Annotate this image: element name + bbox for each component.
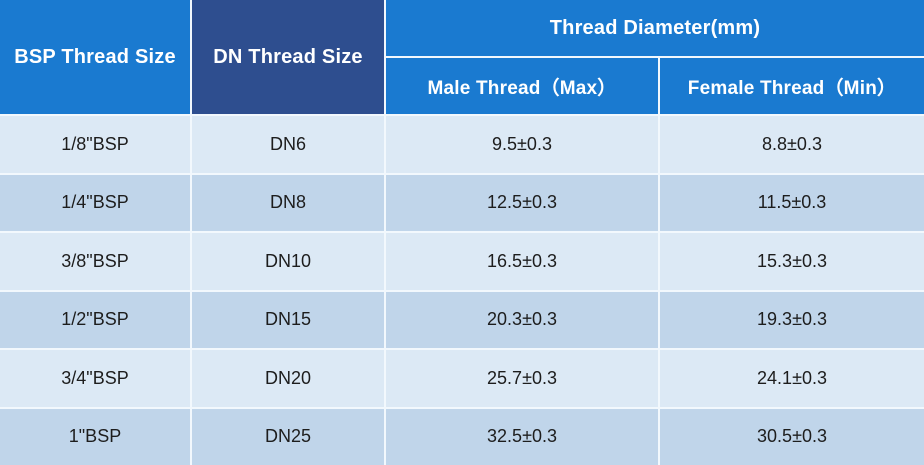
cell-female-thread: 19.3±0.3 <box>660 291 924 348</box>
cell-dn-size: DN15 <box>192 291 384 348</box>
cell-dn-size: DN25 <box>192 408 384 465</box>
cell-bsp-size: 3/4"BSP <box>0 350 190 407</box>
cell-female-thread: 24.1±0.3 <box>660 350 924 407</box>
cell-dn-size: DN10 <box>192 233 384 290</box>
cell-bsp-size: 1"BSP <box>0 408 190 465</box>
cell-male-thread: 9.5±0.3 <box>386 116 658 173</box>
cell-female-thread: 11.5±0.3 <box>660 174 924 231</box>
cell-bsp-size: 1/2"BSP <box>0 291 190 348</box>
cell-bsp-size: 1/4"BSP <box>0 174 190 231</box>
cell-bsp-size: 1/8"BSP <box>0 116 190 173</box>
cell-dn-size: DN6 <box>192 116 384 173</box>
cell-male-thread: 32.5±0.3 <box>386 408 658 465</box>
cell-male-thread: 25.7±0.3 <box>386 350 658 407</box>
cell-female-thread: 8.8±0.3 <box>660 116 924 173</box>
cell-bsp-size: 3/8"BSP <box>0 233 190 290</box>
cell-female-thread: 30.5±0.3 <box>660 408 924 465</box>
header-female-thread-min: Female Thread（Min） <box>660 58 924 114</box>
header-thread-diameter: Thread Diameter(mm) <box>386 0 924 56</box>
cell-dn-size: DN8 <box>192 174 384 231</box>
header-bsp-thread-size: BSP Thread Size <box>0 0 190 114</box>
header-male-thread-max: Male Thread（Max） <box>386 58 658 114</box>
cell-female-thread: 15.3±0.3 <box>660 233 924 290</box>
cell-male-thread: 12.5±0.3 <box>386 174 658 231</box>
cell-male-thread: 16.5±0.3 <box>386 233 658 290</box>
header-dn-thread-size: DN Thread Size <box>192 0 384 114</box>
cell-male-thread: 20.3±0.3 <box>386 291 658 348</box>
cell-dn-size: DN20 <box>192 350 384 407</box>
